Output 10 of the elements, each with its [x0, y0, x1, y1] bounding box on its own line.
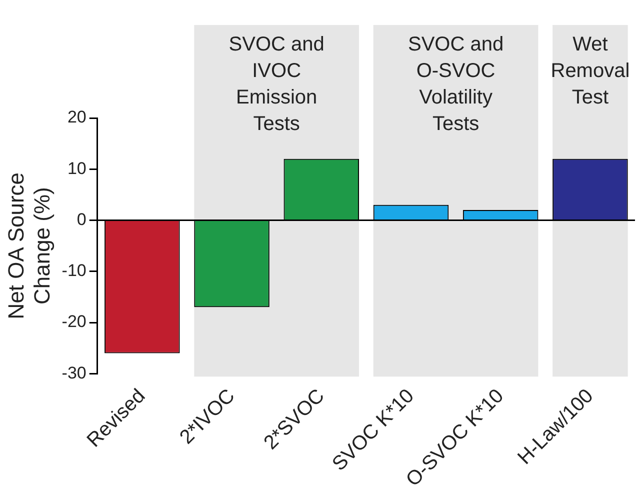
band-label: Wet Removal Test — [550, 34, 630, 109]
band-label: SVOC and O-SVOC Volatility Tests — [408, 34, 504, 136]
y-tick-label: -10 — [62, 261, 86, 280]
band-label: SVOC and IVOC Emission Tests — [228, 34, 324, 136]
y-tick-label: 0 — [76, 210, 86, 229]
y-tick-label: 10 — [67, 158, 86, 178]
y-tick-label: 20 — [67, 108, 86, 127]
y-axis-title: Net OA Source Change (%) — [3, 172, 55, 320]
y-tick-label: -30 — [62, 363, 86, 382]
y-tick-label: -20 — [62, 312, 86, 332]
